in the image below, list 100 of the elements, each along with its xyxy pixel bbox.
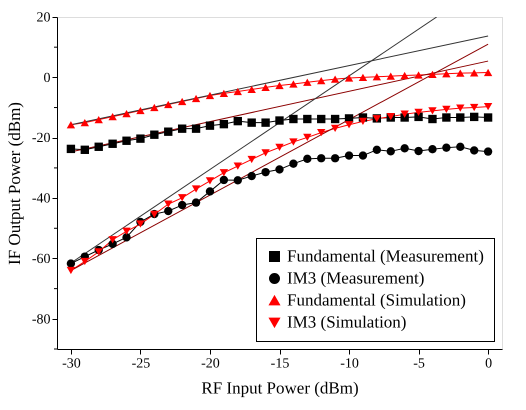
y-tick-label: -20 bbox=[32, 131, 50, 146]
point bbox=[261, 168, 270, 176]
point bbox=[400, 72, 409, 80]
legend-label: Fundamental (Measurement) bbox=[287, 246, 484, 266]
x-tick-label: -30 bbox=[62, 356, 81, 372]
point bbox=[456, 104, 464, 112]
point bbox=[192, 94, 200, 102]
point bbox=[330, 114, 340, 124]
point bbox=[94, 116, 103, 124]
point bbox=[428, 107, 437, 114]
point bbox=[108, 112, 117, 120]
point bbox=[344, 74, 354, 82]
point bbox=[206, 121, 214, 130]
point bbox=[428, 70, 437, 78]
legend-label: Fundamental (Simulation) bbox=[287, 290, 466, 310]
point bbox=[442, 70, 451, 78]
point bbox=[192, 185, 200, 193]
point bbox=[372, 73, 382, 80]
y-axis-title: IF Output Power (dBm) bbox=[4, 102, 24, 265]
point bbox=[80, 119, 89, 126]
point bbox=[428, 114, 437, 124]
point bbox=[303, 154, 312, 164]
point bbox=[150, 130, 159, 139]
point bbox=[248, 118, 256, 127]
point bbox=[164, 128, 172, 136]
point bbox=[484, 113, 492, 122]
point bbox=[164, 100, 172, 108]
point bbox=[80, 258, 89, 266]
point bbox=[220, 176, 228, 184]
x-tick-label: 0 bbox=[485, 356, 492, 372]
point bbox=[358, 118, 368, 126]
point bbox=[178, 98, 186, 106]
point bbox=[220, 120, 228, 128]
point bbox=[275, 116, 284, 125]
point bbox=[94, 142, 103, 151]
point bbox=[456, 142, 464, 151]
x-tick-label: -20 bbox=[201, 356, 220, 372]
point bbox=[206, 92, 214, 100]
point bbox=[248, 86, 256, 94]
point bbox=[289, 114, 298, 124]
point bbox=[317, 128, 326, 136]
point bbox=[414, 108, 423, 116]
point bbox=[122, 233, 131, 242]
point bbox=[289, 80, 298, 88]
point bbox=[414, 146, 423, 156]
point bbox=[220, 90, 228, 97]
y-tick-label: -40 bbox=[32, 192, 50, 207]
point bbox=[442, 144, 451, 152]
point bbox=[192, 124, 200, 133]
point bbox=[178, 200, 186, 210]
point bbox=[275, 165, 284, 174]
point bbox=[94, 248, 103, 256]
point bbox=[456, 70, 464, 77]
point bbox=[164, 206, 172, 216]
x-tick-label: -25 bbox=[132, 356, 150, 372]
point bbox=[330, 154, 340, 162]
point bbox=[358, 151, 368, 160]
point bbox=[386, 147, 395, 156]
point bbox=[456, 113, 464, 122]
point bbox=[428, 145, 437, 154]
point bbox=[136, 134, 145, 143]
point bbox=[248, 156, 256, 164]
point bbox=[136, 220, 145, 228]
point bbox=[442, 106, 451, 113]
point bbox=[303, 114, 312, 124]
point bbox=[400, 110, 409, 118]
point bbox=[484, 68, 492, 76]
point bbox=[484, 103, 492, 110]
point bbox=[122, 228, 131, 235]
point bbox=[386, 72, 395, 80]
y-tick-label: 0 bbox=[44, 70, 50, 86]
point bbox=[414, 71, 423, 79]
point bbox=[66, 144, 76, 154]
point bbox=[206, 177, 214, 185]
point bbox=[289, 138, 298, 146]
point bbox=[358, 74, 368, 81]
point bbox=[66, 266, 76, 274]
point bbox=[317, 154, 326, 162]
point bbox=[317, 114, 326, 124]
point bbox=[122, 110, 131, 118]
point bbox=[317, 77, 326, 84]
point bbox=[122, 136, 131, 145]
point bbox=[150, 104, 159, 112]
point bbox=[261, 118, 270, 127]
point bbox=[66, 259, 76, 268]
point bbox=[289, 160, 298, 168]
point bbox=[80, 146, 89, 154]
x-tick-label: -10 bbox=[340, 356, 359, 372]
point bbox=[220, 169, 228, 176]
point bbox=[470, 146, 478, 155]
x-tick-label: -15 bbox=[270, 356, 290, 372]
point bbox=[303, 78, 312, 86]
point bbox=[400, 144, 409, 152]
point bbox=[330, 76, 340, 83]
point bbox=[344, 151, 354, 160]
point bbox=[275, 82, 284, 90]
point bbox=[234, 176, 242, 184]
x-tick-label: -5 bbox=[413, 356, 425, 372]
point bbox=[234, 116, 242, 126]
point bbox=[261, 149, 270, 156]
